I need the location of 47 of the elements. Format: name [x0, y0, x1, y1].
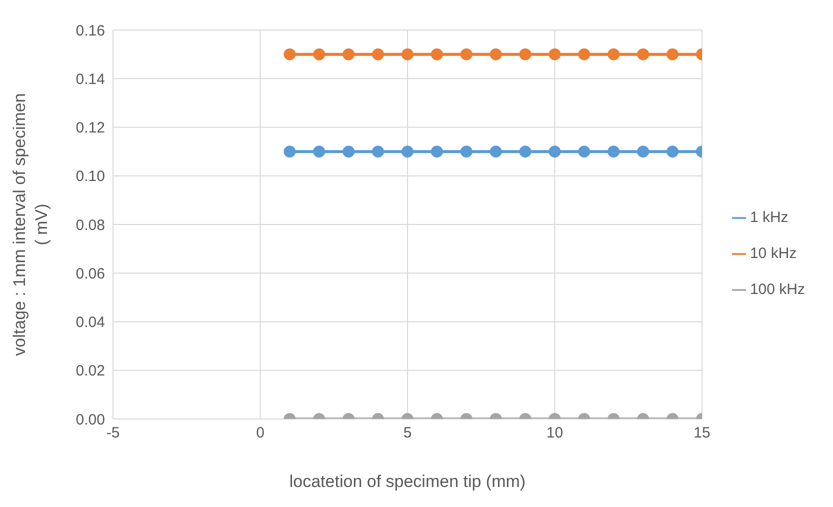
x-tick-label: 10 — [546, 424, 564, 442]
point — [401, 48, 414, 60]
x-tick-label: -5 — [106, 424, 120, 442]
y-tick-label: 0.02 — [76, 362, 105, 380]
point — [548, 146, 561, 158]
y-tick-label: 0.04 — [76, 314, 105, 332]
point — [284, 48, 296, 60]
point — [519, 146, 532, 158]
point — [519, 48, 532, 60]
y-tick-label: 0.14 — [76, 70, 105, 88]
y-tick-label: 0.16 — [76, 22, 105, 40]
point — [430, 146, 443, 158]
x-tick-label: 15 — [694, 424, 710, 442]
y-tick-label: 0.08 — [76, 216, 105, 234]
point — [666, 48, 679, 60]
x-tick-label: 0 — [256, 424, 264, 442]
x-tick-label: 5 — [403, 424, 412, 442]
y-tick-label: 0.06 — [76, 265, 105, 282]
y-tick-label: 0.00 — [76, 411, 105, 428]
y-tick-label: 0.10 — [76, 168, 105, 186]
point — [460, 48, 472, 60]
point — [608, 48, 620, 60]
legend-label: 10 kHz — [750, 244, 797, 262]
point — [313, 146, 326, 158]
point — [284, 146, 296, 158]
point — [637, 146, 650, 158]
x-axis-title: locatetion of specimen tip (mm) — [289, 472, 526, 491]
point — [578, 146, 590, 158]
point — [401, 146, 414, 158]
point — [313, 48, 326, 60]
y-tick-label: 0.12 — [76, 120, 105, 137]
point — [608, 146, 620, 158]
point — [666, 146, 679, 158]
point — [372, 146, 384, 158]
point — [490, 48, 502, 60]
point — [637, 48, 650, 60]
point — [578, 48, 590, 60]
point — [490, 146, 502, 158]
point — [372, 48, 384, 60]
point — [342, 146, 355, 158]
point — [460, 146, 472, 158]
point — [430, 48, 443, 60]
legend-label: 100 kHz — [750, 280, 805, 298]
point — [342, 48, 355, 60]
point — [548, 48, 561, 60]
y-axis-title: voltage : 1mm interval of specimen ( mV) — [10, 93, 51, 356]
legend-label: 1 kHz — [750, 208, 788, 226]
